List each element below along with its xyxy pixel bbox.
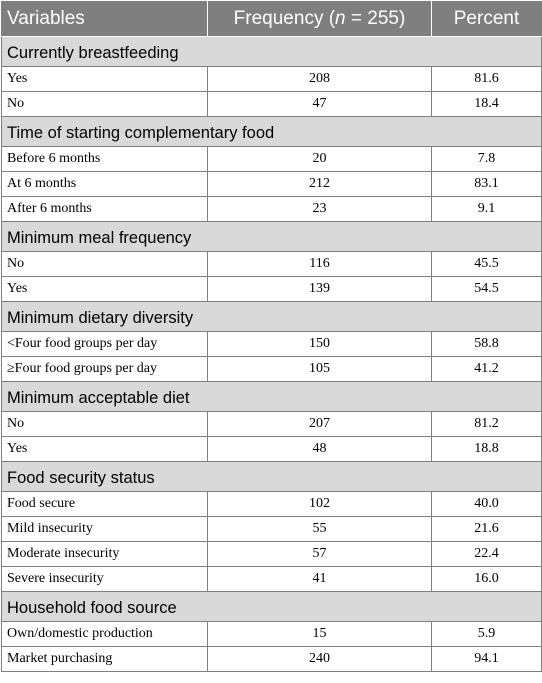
- row-label: Before 6 months: [1, 146, 208, 172]
- row-percent: 41.2: [431, 356, 542, 382]
- table-row: At 6 months 212 83.1: [1, 171, 542, 197]
- row-label: At 6 months: [1, 171, 208, 197]
- table-row: Yes 48 18.8: [1, 436, 542, 462]
- row-frequency: 41: [207, 566, 432, 592]
- row-percent: 81.6: [431, 66, 542, 92]
- row-percent: 94.1: [431, 646, 542, 672]
- header-frequency: Frequency (n = 255): [207, 1, 432, 37]
- section-title: Currently breastfeeding: [1, 36, 542, 67]
- row-percent: 58.8: [431, 331, 542, 357]
- row-frequency: 20: [207, 146, 432, 172]
- row-frequency: 240: [207, 646, 432, 672]
- table-row: ≥Four food groups per day 105 41.2: [1, 356, 542, 382]
- row-frequency: 212: [207, 171, 432, 197]
- row-frequency: 116: [207, 251, 432, 277]
- table-row: No 47 18.4: [1, 91, 542, 117]
- section-title: Minimum meal frequency: [1, 221, 542, 252]
- section-row: Currently breastfeeding: [1, 36, 542, 67]
- row-label: No: [1, 251, 208, 277]
- section-row: Minimum dietary diversity: [1, 301, 542, 332]
- section-title: Food security status: [1, 461, 542, 492]
- row-percent: 40.0: [431, 491, 542, 517]
- section-row: Minimum meal frequency: [1, 221, 542, 252]
- table-row: No 207 81.2: [1, 411, 542, 437]
- row-label: No: [1, 91, 208, 117]
- row-percent: 16.0: [431, 566, 542, 592]
- header-frequency-prefix: Frequency (: [233, 8, 336, 29]
- row-label: After 6 months: [1, 196, 208, 222]
- row-label: Food secure: [1, 491, 208, 517]
- row-percent: 5.9: [431, 621, 542, 647]
- row-frequency: 105: [207, 356, 432, 382]
- row-frequency: 15: [207, 621, 432, 647]
- row-frequency: 208: [207, 66, 432, 92]
- row-label: Mild insecurity: [1, 516, 208, 542]
- row-label: <Four food groups per day: [1, 331, 208, 357]
- header-percent: Percent: [431, 1, 542, 37]
- row-frequency: 23: [207, 196, 432, 222]
- table-row: Market purchasing 240 94.1: [1, 646, 542, 672]
- table-row: Food secure 102 40.0: [1, 491, 542, 517]
- section-title: Minimum acceptable diet: [1, 381, 542, 412]
- row-percent: 22.4: [431, 541, 542, 567]
- section-row: Food security status: [1, 461, 542, 492]
- row-percent: 81.2: [431, 411, 542, 437]
- table-row: Yes 208 81.6: [1, 66, 542, 92]
- row-percent: 18.4: [431, 91, 542, 117]
- table-header: Variables Frequency (n = 255) Percent: [1, 1, 542, 37]
- row-percent: 7.8: [431, 146, 542, 172]
- row-frequency: 207: [207, 411, 432, 437]
- row-frequency: 102: [207, 491, 432, 517]
- section-title: Minimum dietary diversity: [1, 301, 542, 332]
- row-label: Yes: [1, 66, 208, 92]
- section-row: Minimum acceptable diet: [1, 381, 542, 412]
- row-label: Yes: [1, 276, 208, 302]
- table-row: After 6 months 23 9.1: [1, 196, 542, 222]
- table-body: Currently breastfeeding Yes 208 81.6 No 47 18.…: [1, 36, 542, 672]
- row-label: Severe insecurity: [1, 566, 208, 592]
- row-percent: 21.6: [431, 516, 542, 542]
- row-frequency: 55: [207, 516, 432, 542]
- section-title: Time of starting complementary food: [1, 116, 542, 147]
- table-row: Severe insecurity 41 16.0: [1, 566, 542, 592]
- row-label: No: [1, 411, 208, 437]
- row-percent: 18.8: [431, 436, 542, 462]
- table-row: Own/domestic production 15 5.9: [1, 621, 542, 647]
- row-frequency: 47: [207, 91, 432, 117]
- row-label: Own/domestic production: [1, 621, 208, 647]
- row-label: Moderate insecurity: [1, 541, 208, 567]
- row-label: ≥Four food groups per day: [1, 356, 208, 382]
- header-frequency-n: n: [335, 8, 346, 29]
- row-percent: 54.5: [431, 276, 542, 302]
- header-row: Variables Frequency (n = 255) Percent: [1, 1, 542, 37]
- row-frequency: 139: [207, 276, 432, 302]
- table-row: Yes 139 54.5: [1, 276, 542, 302]
- section-row: Time of starting complementary food: [1, 116, 542, 147]
- table-row: No 116 45.5: [1, 251, 542, 277]
- row-label: Market purchasing: [1, 646, 208, 672]
- row-label: Yes: [1, 436, 208, 462]
- row-percent: 83.1: [431, 171, 542, 197]
- row-percent: 45.5: [431, 251, 542, 277]
- row-frequency: 150: [207, 331, 432, 357]
- row-percent: 9.1: [431, 196, 542, 222]
- table-row: Mild insecurity 55 21.6: [1, 516, 542, 542]
- row-frequency: 57: [207, 541, 432, 567]
- table-row: <Four food groups per day 150 58.8: [1, 331, 542, 357]
- table-row: Moderate insecurity 57 22.4: [1, 541, 542, 567]
- table-row: Before 6 months 20 7.8: [1, 146, 542, 172]
- section-row: Household food source: [1, 591, 542, 622]
- row-frequency: 48: [207, 436, 432, 462]
- section-title: Household food source: [1, 591, 542, 622]
- header-variables: Variables: [1, 1, 208, 37]
- header-frequency-suffix: = 255): [345, 8, 406, 29]
